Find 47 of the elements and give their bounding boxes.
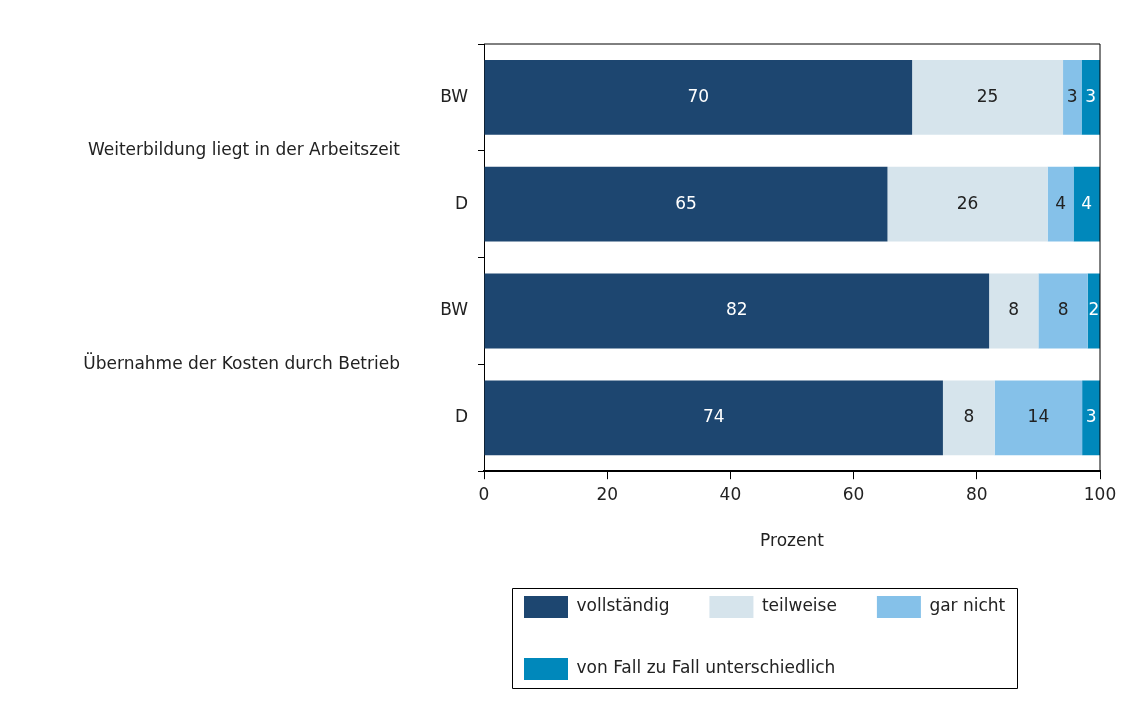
x-tick-label: 0 bbox=[478, 483, 490, 504]
bar bbox=[1038, 273, 1088, 349]
y-tick-label: BW bbox=[440, 299, 469, 320]
data-label: 25 bbox=[976, 85, 999, 106]
bar bbox=[912, 60, 1064, 135]
legend-label: teilweise bbox=[761, 595, 837, 616]
data-label: 4 bbox=[1081, 192, 1093, 213]
y-tick-label: D bbox=[454, 192, 468, 213]
data-label: 3 bbox=[1066, 85, 1078, 106]
x-tick-label: 40 bbox=[719, 483, 742, 504]
y-tick-label: D bbox=[454, 406, 468, 427]
bar bbox=[994, 380, 1083, 456]
x-tick-label: 60 bbox=[842, 483, 865, 504]
bar bbox=[1073, 166, 1100, 242]
legend-label: von Fall zu Fall unterschiedlich bbox=[576, 657, 836, 678]
bar bbox=[1063, 60, 1082, 135]
bar bbox=[484, 60, 913, 135]
data-label: 70 bbox=[687, 85, 710, 106]
data-label: 8 bbox=[963, 406, 975, 427]
text: Übernahme der Kosten durch Betrieb bbox=[83, 351, 400, 373]
x-tick-label: 80 bbox=[965, 483, 988, 504]
bar bbox=[484, 273, 990, 349]
data-label: 65 bbox=[675, 192, 697, 213]
bar bbox=[989, 273, 1039, 349]
bar bbox=[1082, 380, 1100, 456]
data-label: 74 bbox=[702, 406, 725, 427]
data-label: 14 bbox=[1027, 406, 1050, 427]
x-axis-title: Prozent bbox=[760, 530, 825, 551]
legend-label: gar nicht bbox=[929, 595, 1006, 616]
text: Weiterbildung liegt in der Arbeitszeit bbox=[87, 139, 401, 160]
bar bbox=[1047, 166, 1074, 242]
y-tick-label: BW bbox=[440, 85, 469, 106]
data-label: 8 bbox=[1057, 299, 1069, 320]
x-tick-label: 20 bbox=[596, 483, 619, 504]
bar bbox=[484, 380, 943, 456]
data-label: 3 bbox=[1085, 406, 1097, 427]
data-label: 4 bbox=[1055, 192, 1066, 213]
data-label: 2 bbox=[1088, 299, 1100, 320]
bar bbox=[942, 380, 995, 456]
data-label: 8 bbox=[1008, 299, 1020, 320]
bar bbox=[484, 166, 888, 242]
bar bbox=[887, 166, 1048, 242]
data-label: 3 bbox=[1085, 85, 1097, 106]
x-tick-label: 100 bbox=[1083, 483, 1117, 504]
legend-label: vollständig bbox=[576, 595, 670, 616]
data-label: 82 bbox=[725, 299, 748, 320]
data-label: 26 bbox=[956, 192, 979, 213]
